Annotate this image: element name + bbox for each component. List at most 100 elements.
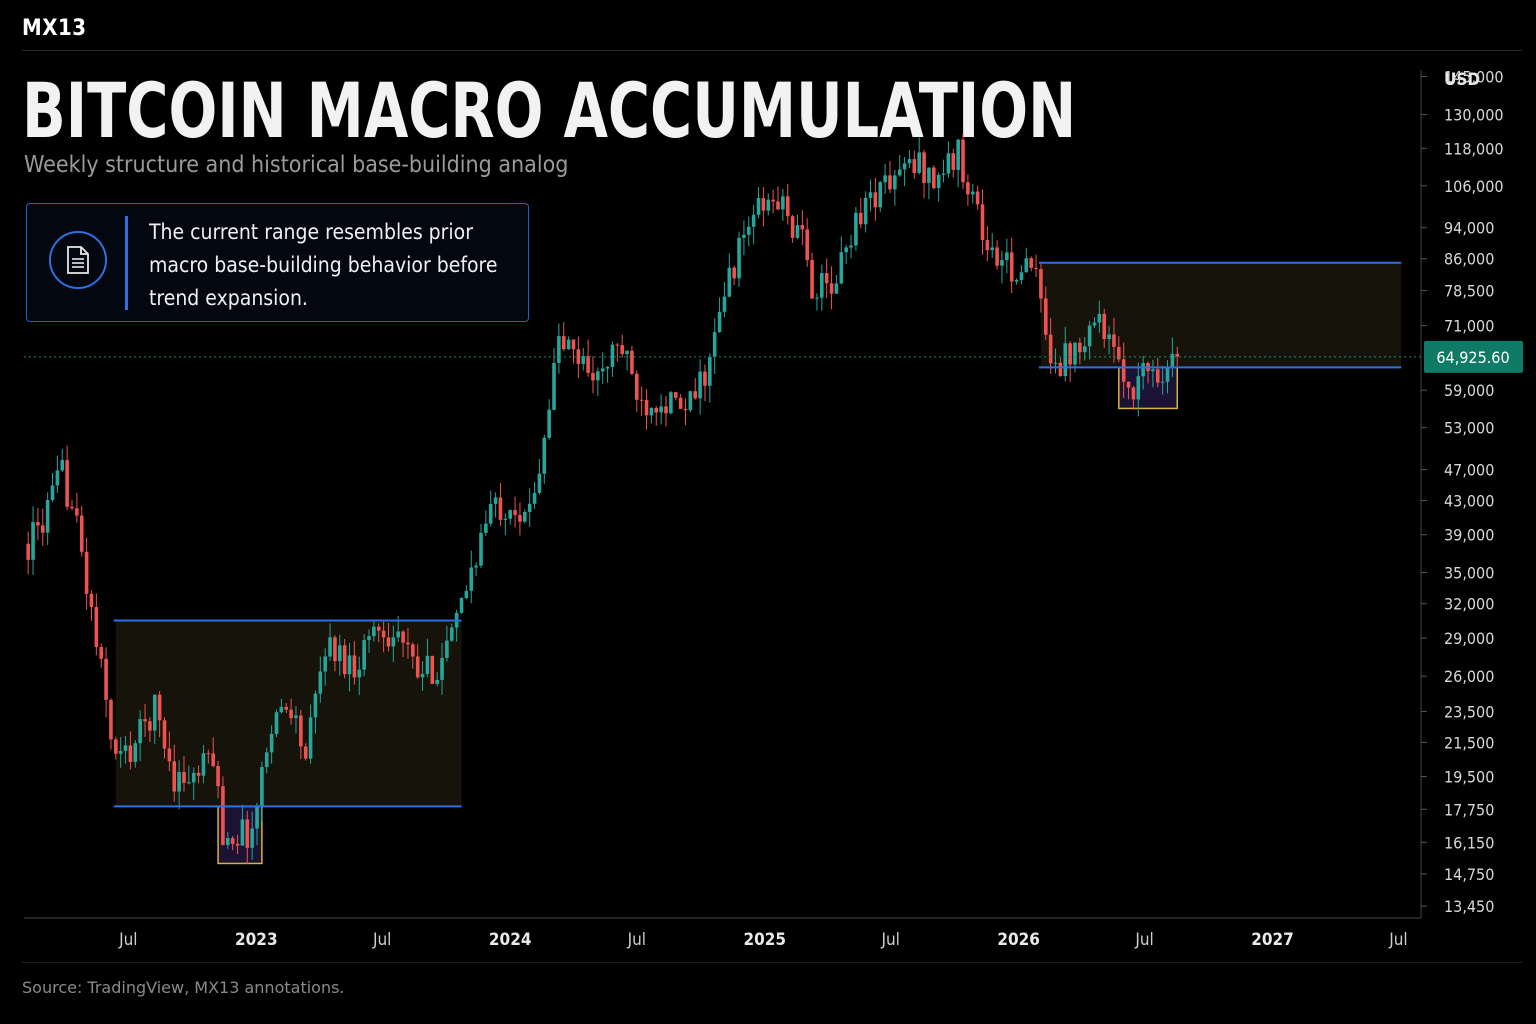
- candle: [897, 155, 902, 177]
- candle-body: [114, 739, 118, 754]
- candle-body: [182, 772, 186, 783]
- candle-body: [873, 192, 878, 208]
- candle-body: [561, 336, 566, 350]
- y-tick-label: 53,000: [1444, 419, 1494, 438]
- candle: [1151, 359, 1155, 388]
- sweep-box-1: [217, 805, 263, 865]
- y-tick-label: 35,000: [1444, 563, 1494, 582]
- candle-body: [445, 640, 449, 658]
- candle-body: [89, 593, 94, 608]
- candle-body: [839, 252, 844, 284]
- x-tick-label: Jul: [372, 930, 391, 950]
- candle: [1063, 326, 1068, 382]
- candle: [863, 191, 868, 233]
- candle: [839, 236, 844, 285]
- candle-body: [1078, 342, 1082, 353]
- candle: [299, 709, 303, 760]
- candle-body: [849, 245, 853, 248]
- candle: [1048, 318, 1053, 374]
- candle-body: [167, 748, 172, 762]
- candle: [893, 169, 897, 206]
- candle-body: [1107, 334, 1111, 340]
- candle: [1141, 355, 1145, 390]
- y-tick-label: 23,500: [1444, 702, 1494, 721]
- candle: [484, 510, 488, 536]
- candle: [712, 318, 717, 374]
- candle-body: [678, 397, 683, 409]
- candle-body: [1092, 322, 1097, 326]
- candle-body: [742, 234, 746, 238]
- candle: [1009, 237, 1014, 294]
- candle: [255, 802, 259, 846]
- y-tick-label: 130,000: [1444, 106, 1504, 125]
- candle-body: [1141, 363, 1145, 377]
- x-tick-label: Jul: [1388, 930, 1407, 950]
- candle-body: [946, 153, 951, 174]
- candle-body: [868, 192, 873, 198]
- candle: [561, 322, 566, 352]
- candle-body: [216, 766, 220, 787]
- candle: [143, 704, 147, 738]
- y-tick-label: 94,000: [1444, 219, 1494, 238]
- callout-accent-bar: [125, 216, 128, 310]
- candle-body: [250, 828, 254, 848]
- candle: [420, 661, 425, 691]
- candle: [367, 629, 371, 653]
- candle-body: [55, 470, 60, 486]
- candle-body: [1097, 313, 1102, 323]
- candle-body: [737, 237, 741, 279]
- candle: [240, 804, 245, 846]
- candle-body: [907, 159, 912, 164]
- candle: [31, 506, 35, 575]
- candle: [104, 647, 108, 718]
- candle: [430, 655, 435, 685]
- candle-body: [912, 159, 917, 173]
- candle: [459, 597, 464, 614]
- candle: [644, 389, 649, 430]
- document-icon: [49, 231, 107, 289]
- candle-body: [342, 645, 347, 675]
- candle: [342, 639, 347, 679]
- candle: [615, 342, 620, 362]
- candle-body: [688, 391, 693, 411]
- candle-body: [230, 838, 235, 844]
- candle-body: [795, 225, 800, 238]
- candle-body: [1053, 362, 1058, 364]
- candle-body: [1136, 376, 1141, 400]
- candle: [464, 585, 469, 600]
- candle-body: [620, 345, 624, 355]
- candle-body: [703, 371, 707, 386]
- candle-body: [118, 750, 123, 754]
- candle-body: [659, 406, 663, 413]
- last-price-label: 64,925.60: [1436, 348, 1509, 367]
- candle: [586, 339, 590, 377]
- candle-body: [1121, 359, 1126, 382]
- candle: [289, 698, 293, 725]
- candle-body: [596, 371, 600, 381]
- candle-body: [805, 229, 810, 261]
- candle: [152, 694, 157, 745]
- candle: [201, 744, 206, 784]
- candle: [849, 234, 853, 259]
- candle: [133, 740, 138, 768]
- candle-body: [31, 522, 35, 560]
- candle-body: [1175, 353, 1180, 357]
- candle: [157, 691, 162, 738]
- candle-body: [50, 485, 55, 501]
- candle: [89, 590, 94, 621]
- candle: [1170, 337, 1175, 378]
- candle: [810, 252, 814, 299]
- candle-body: [381, 630, 386, 638]
- candle-body: [518, 514, 522, 522]
- candle: [488, 490, 493, 527]
- candle-body: [956, 139, 960, 170]
- candle: [313, 690, 318, 734]
- candle-body: [717, 311, 722, 333]
- candle-body: [630, 350, 634, 374]
- candle-body: [644, 400, 649, 416]
- candle-body: [902, 163, 907, 170]
- y-axis-unit: USD: [1444, 70, 1480, 90]
- candle: [605, 366, 610, 383]
- candle: [1175, 346, 1180, 369]
- range-zone-1: [115, 620, 462, 807]
